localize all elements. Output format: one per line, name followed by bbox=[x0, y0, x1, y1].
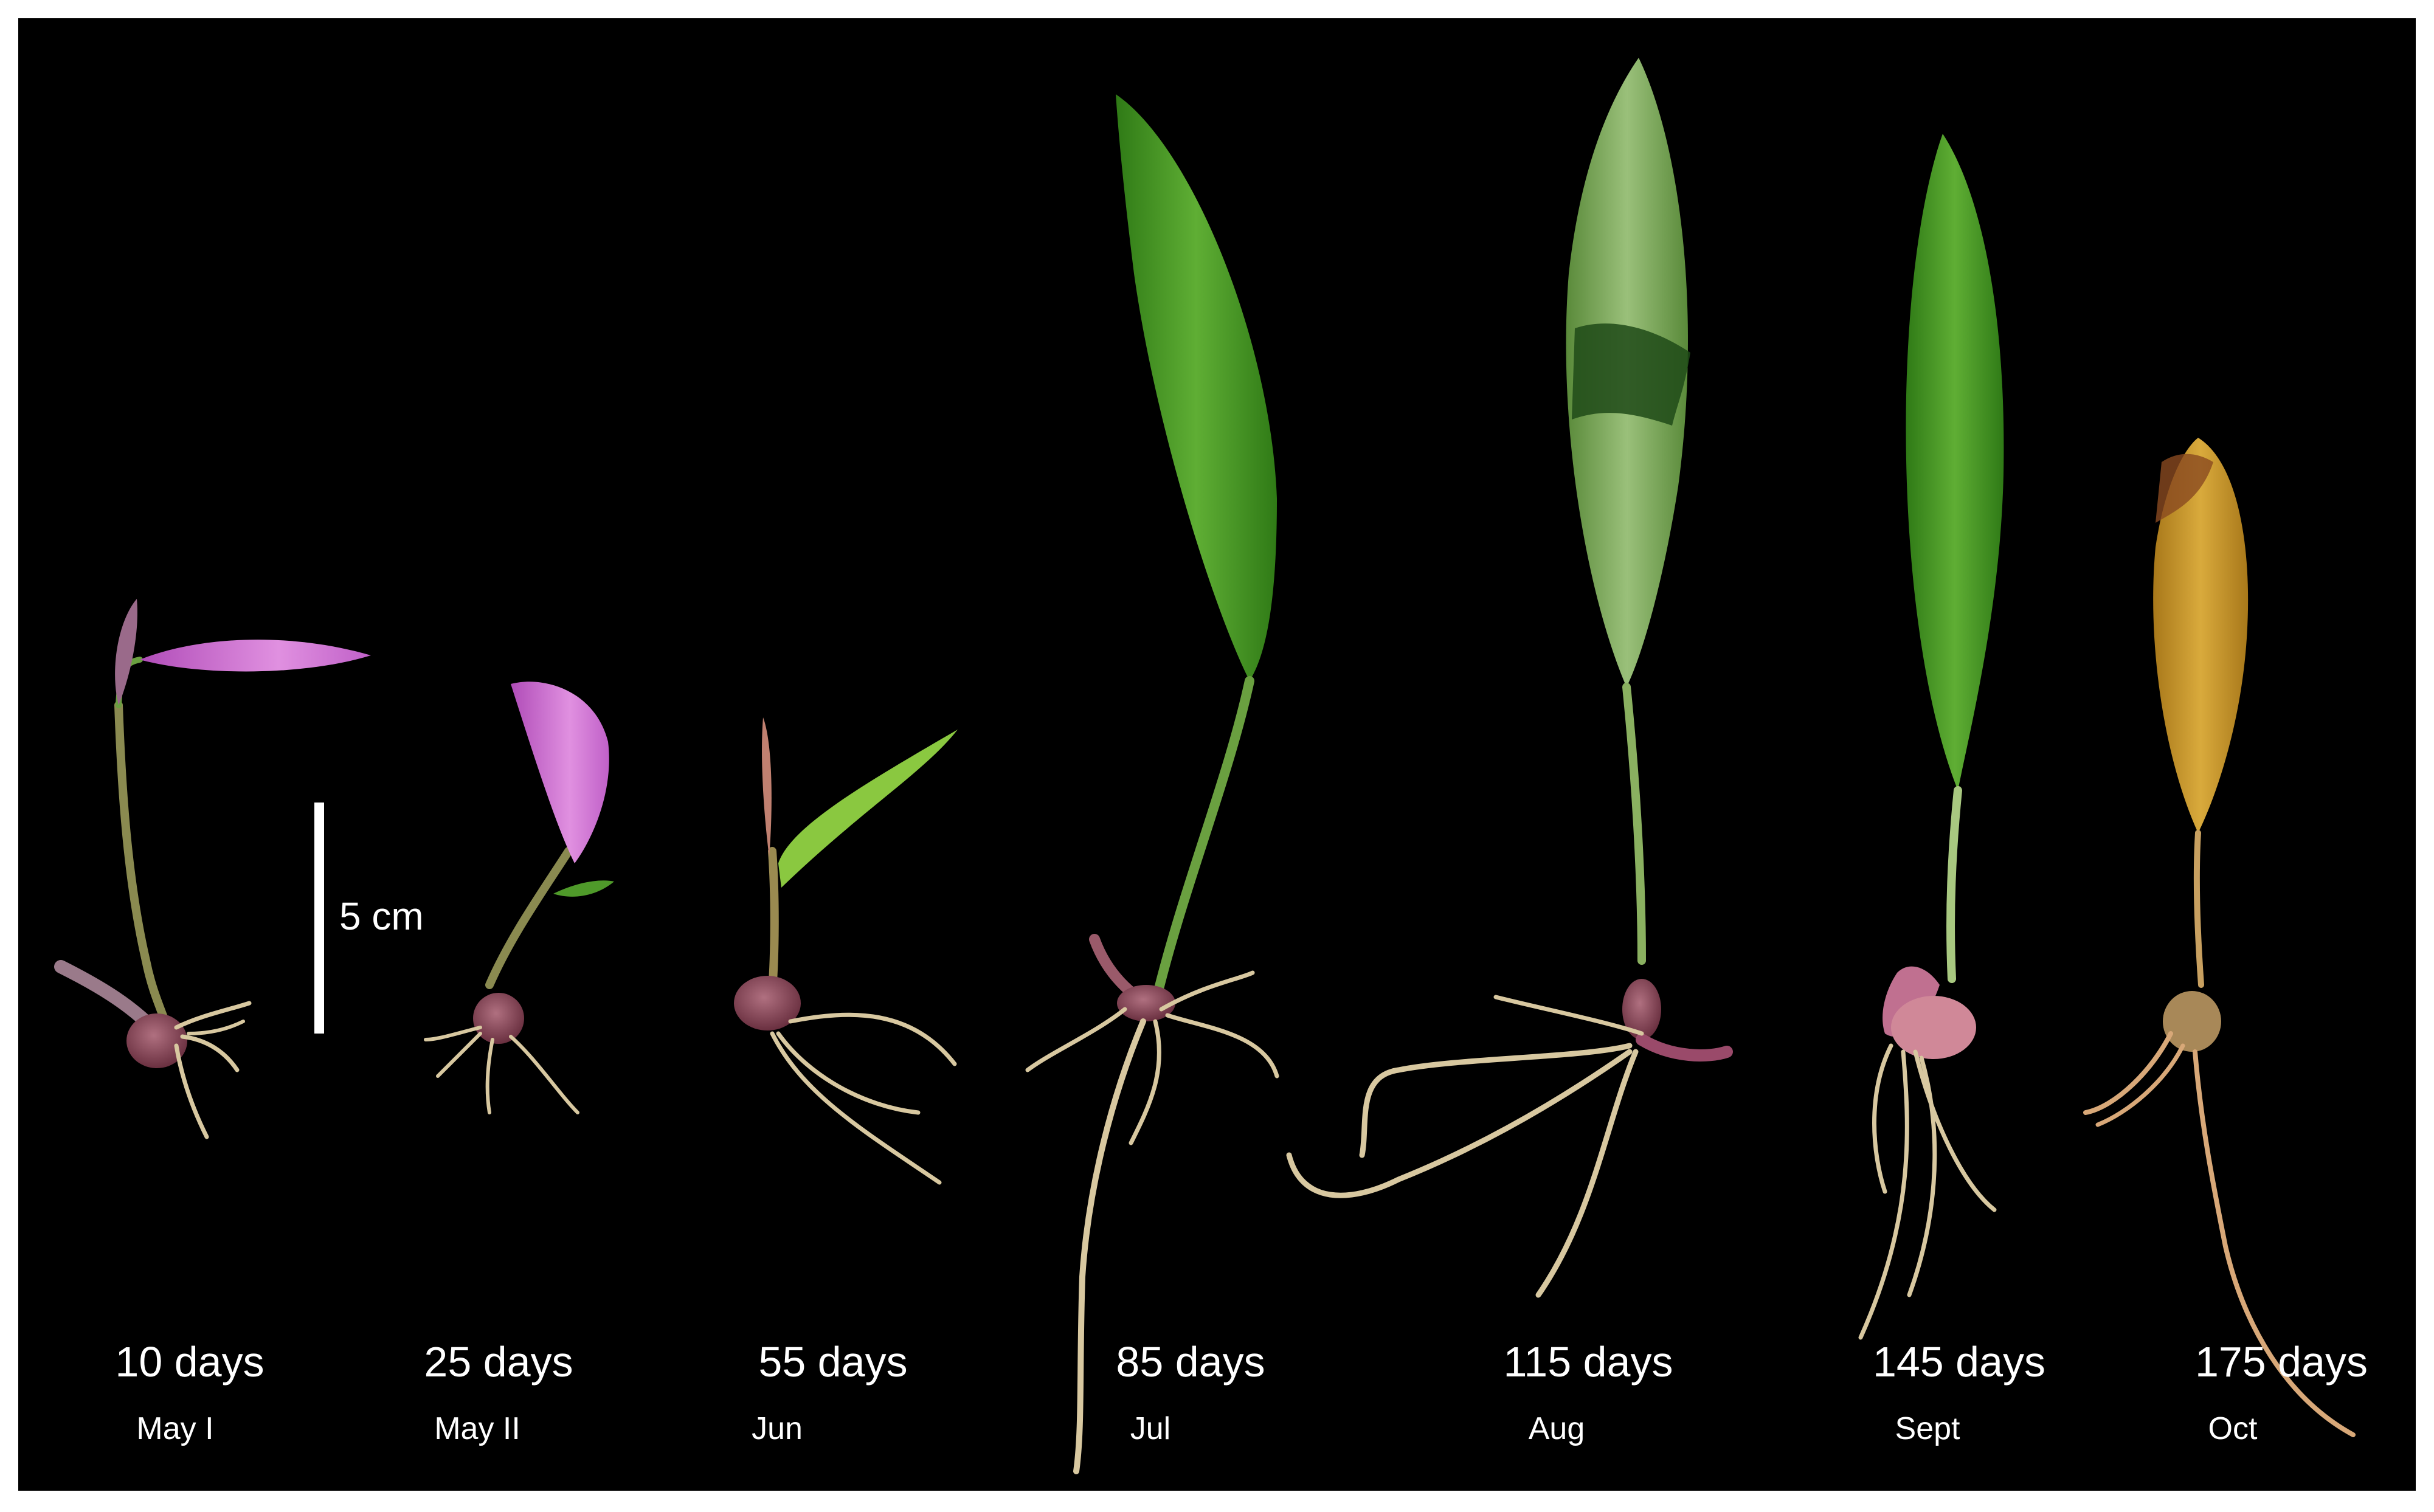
stage-5-month: Aug bbox=[1528, 1411, 1585, 1446]
plant-145-days bbox=[1858, 134, 2004, 1340]
plant-175-days bbox=[2083, 438, 2356, 1437]
stage-1-month: May I bbox=[136, 1411, 214, 1446]
scale-bar-label: 5 cm bbox=[339, 894, 424, 938]
stage-2-days: 25 days bbox=[424, 1338, 573, 1386]
stage-3-days: 55 days bbox=[758, 1338, 908, 1386]
stage-2-month: May II bbox=[434, 1411, 520, 1446]
plant-115-days bbox=[1286, 58, 1733, 1298]
stage-5-days: 115 days bbox=[1503, 1338, 1673, 1386]
stage-7-month: Oct bbox=[2208, 1411, 2258, 1446]
stage-4-days: 85 days bbox=[1116, 1338, 1265, 1386]
plant-25-days bbox=[424, 682, 614, 1114]
stage-4-month: Jul bbox=[1130, 1411, 1171, 1446]
plant-85-days bbox=[1025, 94, 1279, 1474]
stage-7-days: 175 days bbox=[2194, 1338, 2368, 1386]
plant-55-days bbox=[734, 717, 958, 1185]
stage-1-days: 10 days bbox=[115, 1338, 264, 1386]
stage-6-month: Sept bbox=[1895, 1411, 1960, 1446]
plant-10-days bbox=[54, 599, 371, 1139]
stage-3-month: Jun bbox=[752, 1411, 803, 1446]
stage-6-days: 145 days bbox=[1872, 1338, 2046, 1386]
scale-bar bbox=[314, 803, 324, 1034]
